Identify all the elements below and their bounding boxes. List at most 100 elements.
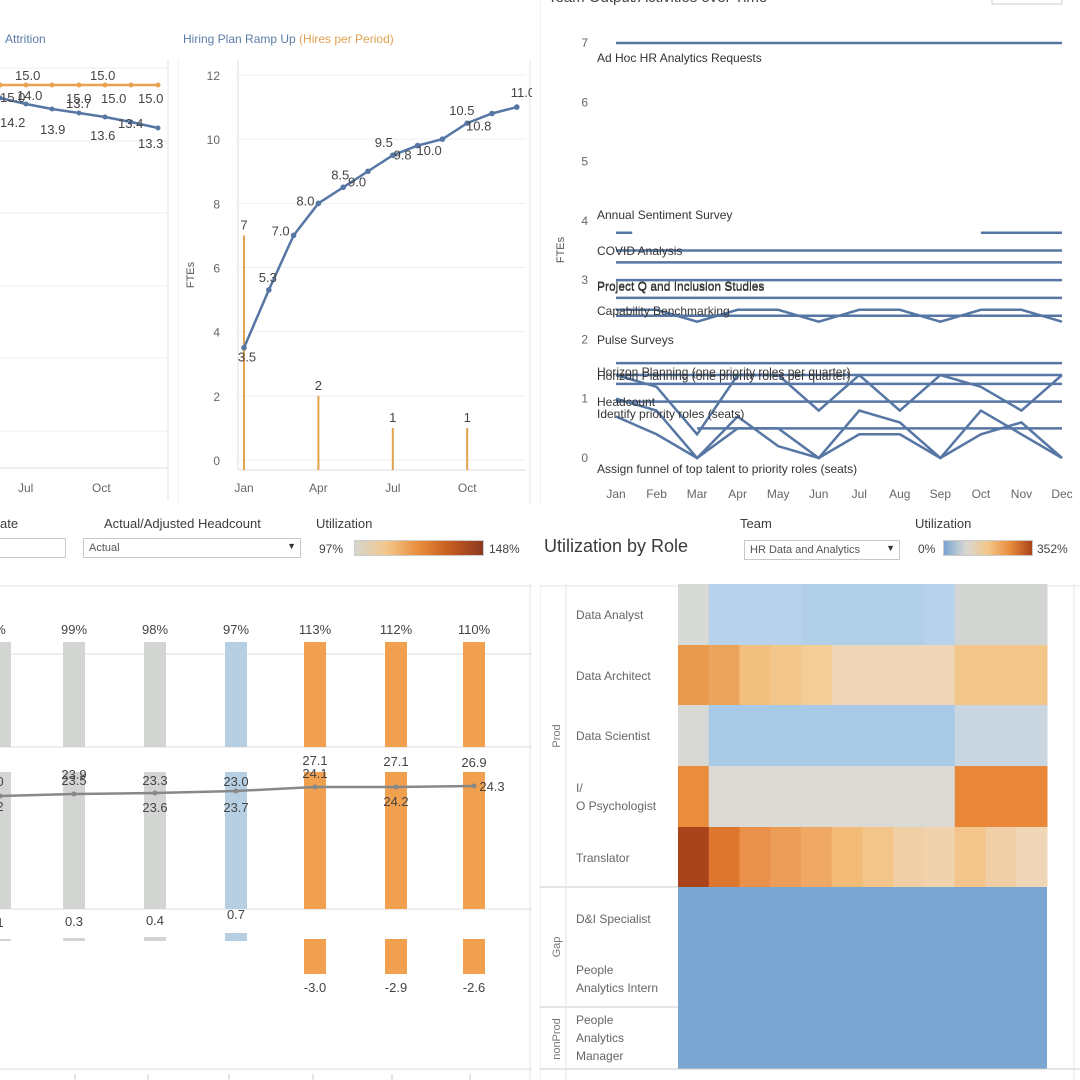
ramp-point [315,200,322,207]
heat-cell [1016,705,1048,766]
data-label: 15.0 [101,91,126,106]
x-tick-label: Jul [18,481,33,495]
headcount-label: 26.9 [461,755,486,770]
headcount-label: 27.1 [383,754,408,769]
y-tick-label: 1 [581,392,588,406]
util-max-2: 352% [1037,542,1068,556]
hiring-title-main: Hiring Plan Ramp Up [183,32,300,46]
role-label: Analytics Intern [576,981,658,995]
headcount-label: 24.3 [479,779,504,794]
x-tick-label: Oct [92,481,111,495]
trend-point [0,793,3,799]
series-point-decline [0,95,3,101]
chevron-down-icon: ▼ [886,543,895,553]
activity-line [615,397,1063,460]
y-tick-label: 0 [581,451,588,465]
trend-point [152,790,158,796]
series-point-flat [102,82,108,88]
activity-label: Assign funnel of top talent to priority … [597,462,857,476]
utilization-label: % [0,622,6,637]
heat-cell [770,827,802,887]
gap-bar [385,939,407,974]
headcount-select[interactable]: Actual ▼ [83,538,301,558]
hiring-title: Hiring Plan Ramp Up (Hires per Period) [183,32,394,46]
role-label: D&I Specialist [576,912,651,926]
utilization-label: 110% [458,622,491,637]
hire-label: 2 [315,378,322,393]
activity-line [615,414,1063,460]
headcount-bar [144,772,166,909]
heat-cell [739,645,771,705]
headcount-label: 27.1 [302,753,327,768]
activity-label: Horizon Planning (one priority roles per… [597,365,850,379]
date-input[interactable] [0,538,66,558]
y-tick-label: 4 [213,326,220,340]
gap-bar [304,939,326,974]
heat-cell [862,645,894,705]
team-select[interactable]: HR Data and Analytics ▼ [744,540,900,560]
x-tick-label: Nov [1011,487,1032,501]
headcount-bar [304,772,326,909]
gap-label: 0.7 [227,907,245,922]
series-point-decline [23,101,29,107]
heat-cell [708,645,740,705]
series-point-flat [155,82,161,88]
series-point-decline [128,119,134,125]
headcount-label: 23.6 [142,800,167,815]
gap-label: 1 [0,915,4,930]
trend-point [312,784,318,790]
utilization-bar [385,642,407,747]
series-point-flat [49,82,55,88]
y-tick-label: 10 [207,133,221,147]
gap-label: -3.0 [304,980,326,995]
heat-cell [739,705,771,766]
y-tick-label: 7 [581,36,588,50]
series-point-flat [128,82,134,88]
heat-cell [893,766,925,827]
y-axis-label: FTEs [555,236,567,263]
x-tick-label: Mar [687,487,708,501]
date-label: ate [0,516,19,531]
team-label: Team [740,516,772,531]
data-label: 13.6 [90,128,115,143]
heat-cell [985,766,1017,827]
ramp-point [414,142,421,149]
gap-bar [0,939,11,941]
heat-block-gap [678,887,1047,1069]
data-label: 15.0 [0,90,25,105]
headcount-label: Actual/Adjusted Headcount [104,516,261,531]
heat-cell [985,705,1017,766]
role-label: Analytics [576,1031,624,1045]
x-tick-label: Aug [889,487,910,501]
heat-cell [801,827,833,887]
utilization-label: 113% [299,622,332,637]
utilization-legend-label-1: Utilization [316,516,373,531]
activity-label: Capability Benchmarking [597,304,730,318]
activity-label-overlap: Horizon Planning (one priority roles per… [597,369,850,383]
heat-cell [924,766,956,827]
heat-cell [708,827,740,887]
heat-cell [862,705,894,766]
ramp-point [340,184,346,191]
utilization-bar [225,642,247,747]
heat-cell [1016,766,1048,827]
data-label: 15.0 [90,68,115,83]
role-label: I/ [576,781,583,795]
ramp-point [266,287,272,293]
utilization-label: 98% [142,622,168,637]
hiring-title-highlight: (Hires per Period) [299,32,394,46]
ramp-point [390,152,396,159]
gap-bar [144,937,166,941]
ramp-label: 10.5 [449,103,474,118]
heat-cell [678,827,710,887]
y-tick-label: 0 [213,454,220,468]
hire-label: 1 [464,410,471,425]
utilization-bar [144,642,166,747]
utilization-by-role-title: Utilization by Role [544,536,689,556]
utilization-bar [463,642,485,747]
activity-label: Ad Hoc HR Analytics Requests [597,51,762,65]
role-label: People [576,963,614,977]
activity-label: Headcount [597,395,656,409]
data-label: 15.0 [15,68,40,83]
heat-cell [831,645,863,705]
